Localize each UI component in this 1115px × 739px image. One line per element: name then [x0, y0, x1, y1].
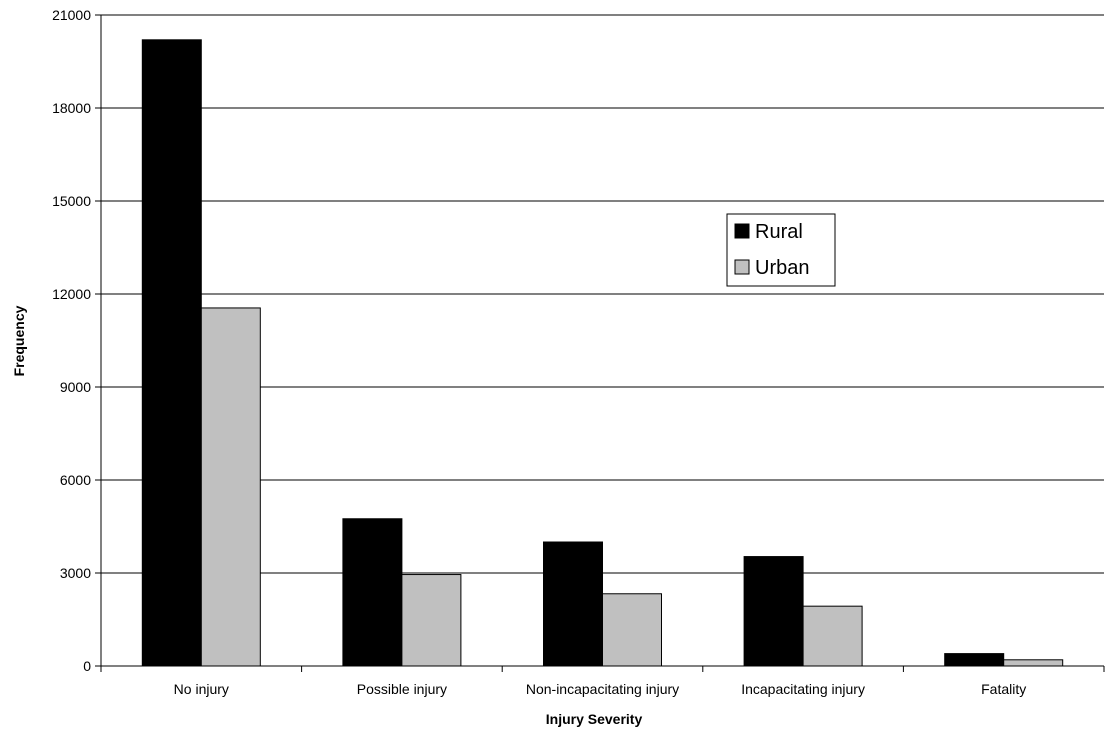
bars [141, 39, 1064, 667]
bar-rural-1 [342, 518, 403, 667]
y-axis-title: Frequency [11, 305, 27, 376]
x-tick-label: Possible injury [357, 681, 447, 697]
x-tick-label: Non-incapacitating injury [526, 681, 679, 697]
y-tick-labels: 0 3000 6000 9000 12000 15000 18000 21000 [52, 7, 91, 674]
y-tick-label: 18000 [52, 100, 91, 116]
y-tick-label: 9000 [60, 379, 91, 395]
legend-swatch-rural [734, 223, 750, 239]
y-tick-label: 3000 [60, 565, 91, 581]
x-tick-labels: No injury Possible injury Non-incapacitati… [174, 681, 1027, 697]
legend: Rural Urban [726, 213, 836, 287]
x-tick-label: Fatality [981, 681, 1026, 697]
bar-urban-3 [802, 605, 863, 667]
y-tick-label: 0 [83, 658, 91, 674]
bar-rural-3 [743, 556, 804, 667]
bar-rural-4 [944, 653, 1005, 667]
x-tick-label: Incapacitating injury [741, 681, 865, 697]
y-tick-label: 21000 [52, 7, 91, 23]
axes [95, 14, 1105, 672]
bar-rural-0 [141, 39, 202, 667]
legend-label-urban: Urban [755, 257, 809, 279]
bar-urban-0 [200, 307, 261, 667]
x-tick-label: No injury [174, 681, 229, 697]
legend-swatch-urban [734, 259, 750, 275]
bar-urban-1 [401, 574, 462, 667]
legend-label-rural: Rural [755, 221, 803, 243]
bar-rural-2 [543, 541, 603, 667]
y-tick-label: 12000 [52, 286, 91, 302]
bar-urban-4 [1003, 659, 1064, 667]
x-axis-title: Injury Severity [546, 711, 643, 727]
gridlines [101, 14, 1104, 574]
y-tick-label: 15000 [52, 193, 91, 209]
y-tick-label: 6000 [60, 472, 91, 488]
bar-urban-2 [602, 593, 662, 667]
